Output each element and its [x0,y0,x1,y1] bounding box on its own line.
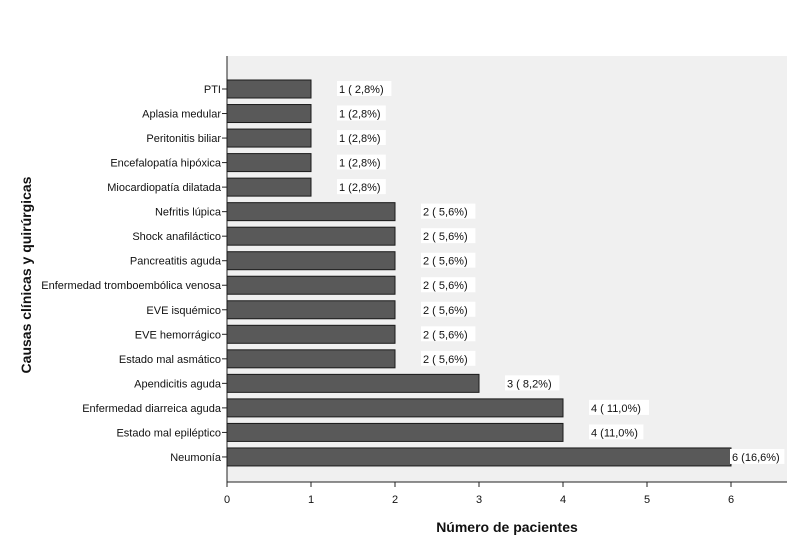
data-label: 2 ( 5,6%) [423,305,468,317]
bar [226,153,312,173]
bar [226,324,396,344]
bar [226,226,396,246]
bar [226,349,396,369]
bar [226,128,312,148]
data-labels: 1 ( 2,8%) 1 (2,8%) 1 (2,8%) 1 (2,8%) 1 (2,8%… [337,81,785,464]
bar [226,422,564,442]
category-label: Shock anafiláctico [132,231,221,243]
data-label-bg [730,448,785,464]
data-label: 1 (2,8%) [339,109,381,121]
data-label-bg [337,130,386,146]
y-axis-title: Causas clínicas y quirúrgicas [18,176,34,373]
data-label: 1 (2,8%) [339,158,381,170]
data-label-bg [337,154,386,170]
category-label: Peritonitis biliar [146,133,221,145]
data-label: 4 ( 11,0%) [591,403,641,415]
data-label-bg [421,350,476,366]
category-label: Enfermedad tromboembólica venosa [41,280,222,292]
data-label: 2 ( 5,6%) [423,329,468,341]
bar [226,251,396,271]
data-label-bg [421,252,476,268]
category-label: EVE hemorrágico [135,329,221,341]
category-label: Neumonía [170,452,222,464]
x-tick-label: 3 [476,494,482,506]
bar [226,104,312,124]
x-tick-label: 2 [392,494,398,506]
category-label: Enfermedad diarreica aguda [82,403,222,415]
data-label-bg [505,375,560,391]
data-label: 1 (2,8%) [339,182,381,194]
data-label: 2 ( 5,6%) [423,280,468,292]
data-label: 2 ( 5,6%) [423,207,468,219]
bar [226,373,480,393]
data-label: 2 ( 5,6%) [423,354,468,366]
x-tick-label: 5 [644,494,650,506]
category-labels: PTI Aplasia medular Peritonitis biliar Ence… [41,84,227,464]
data-label-bg [589,399,649,415]
bar [226,300,396,320]
data-label-bg [421,301,476,317]
data-label-bg [421,277,476,293]
x-axis-ticks: 0 1 2 3 4 5 6 [224,482,734,506]
bar [226,202,396,222]
data-label-bg [421,228,476,244]
bar [226,275,396,295]
x-tick-label: 6 [728,494,734,506]
category-label: Estado mal asmático [119,354,221,366]
data-label-bg [337,179,386,195]
x-tick-label: 1 [308,494,314,506]
bar [226,398,564,418]
bar [226,177,312,197]
data-label: 1 (2,8%) [339,133,381,145]
category-label: Encefalopatía hipóxica [110,158,222,170]
x-tick-label: 0 [224,494,230,506]
data-label-bg [421,326,476,342]
data-label-bg [337,105,386,121]
data-label: 2 ( 5,6%) [423,231,468,243]
data-label-bg [421,203,476,219]
data-label: 1 ( 2,8%) [339,84,384,96]
bars [226,79,732,467]
x-tick-label: 4 [560,494,566,506]
category-label: Pancreatitis aguda [130,256,222,268]
category-label: PTI [204,84,221,96]
category-label: Apendicitis aguda [134,378,222,390]
category-label: Estado mal epiléptico [116,427,221,439]
data-label: 3 ( 8,2%) [507,378,552,390]
category-label: EVE isquémico [146,305,221,317]
x-axis-title: Número de pacientes [436,519,578,535]
data-label-bg [337,81,392,96]
data-label-bg [589,424,644,440]
category-label: Aplasia medular [142,109,221,121]
bar [226,447,732,467]
data-label: 2 ( 5,6%) [423,256,468,268]
data-label: 6 (16,6%) [732,452,780,464]
category-label: Miocardiopatía dilatada [107,182,222,194]
data-label: 4 (11,0%) [591,427,638,439]
bar [226,79,312,99]
category-label: Nefritis lúpica [155,207,222,219]
